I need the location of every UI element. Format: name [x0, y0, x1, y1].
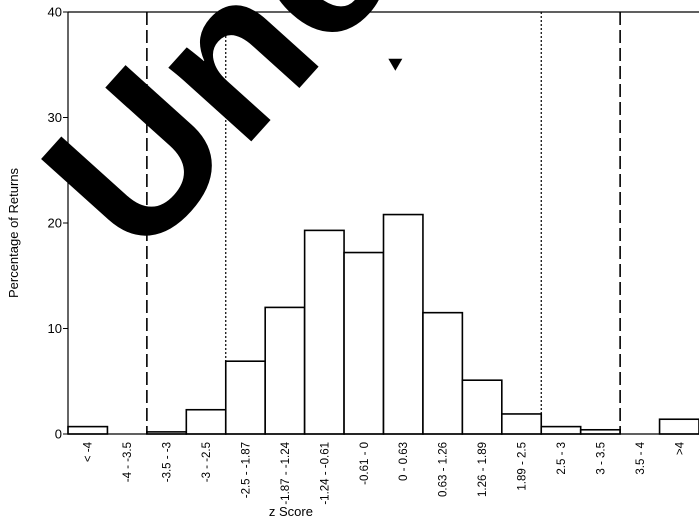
bar-12: [540, 425, 582, 435]
x-category-label-12: 2.5 - 3: [556, 442, 568, 475]
x-category-label-4: -2.5 - -1.87: [240, 442, 252, 498]
x-category-label-15: >4: [674, 441, 686, 455]
bar-9: [422, 311, 464, 435]
x-category-label-3: -3 - -2.5: [201, 442, 213, 482]
y-tick-label-0: 0: [55, 427, 62, 442]
bar-13: [579, 428, 621, 435]
x-category-label-7: -0.61 - 0: [359, 442, 371, 485]
x-axis-category-labels: < -4 -4 - -3.5 -3.5 - -3 -3 - -2.5 -2.5 - -1…: [83, 441, 687, 504]
bar-11: [501, 413, 543, 435]
x-category-label-14: 3.5 - 4: [635, 441, 647, 474]
y-tick-label-10: 10: [48, 321, 62, 336]
x-category-label-0: < -4: [83, 441, 95, 462]
x-category-label-10: 1.26 - 1.89: [477, 442, 489, 497]
bar-5: [264, 306, 306, 435]
watermark: Unc: [0, 0, 439, 295]
x-category-label-9: 0.63 - 1.26: [438, 442, 450, 497]
bar-15: [658, 418, 699, 435]
x-axis-title: z Score: [269, 504, 313, 519]
y-tick-label-30: 30: [48, 110, 62, 125]
y-axis-ticks: 0 10 20 30 40: [48, 5, 68, 442]
y-axis-title: Percentage of Returns: [6, 167, 21, 298]
watermark-text: Unc: [0, 0, 439, 295]
x-category-label-2: -3.5 - -3: [162, 442, 174, 482]
x-category-label-8: 0 - 0.63: [398, 442, 410, 481]
bar-7: [343, 251, 385, 435]
bar-4: [224, 360, 266, 435]
y-tick-label-20: 20: [48, 216, 62, 231]
x-category-label-5: -1.87 - -1.24: [280, 441, 292, 504]
x-category-label-6: -1.24 - -0.61: [319, 442, 331, 505]
down-triangle-marker: [388, 58, 403, 71]
bar-0: [67, 425, 109, 435]
y-tick-label-40: 40: [48, 5, 62, 20]
bar-10: [461, 379, 503, 435]
bars: [67, 213, 699, 435]
x-category-label-1: -4 - -3.5: [122, 442, 134, 482]
bar-8: [382, 213, 424, 435]
x-category-label-13: 3 - 3.5: [595, 442, 607, 475]
bar-3: [185, 408, 227, 435]
x-category-label-11: 1.89 - 2.5: [517, 442, 529, 491]
reference-lines: [146, 12, 621, 434]
bar-6: [303, 229, 345, 435]
